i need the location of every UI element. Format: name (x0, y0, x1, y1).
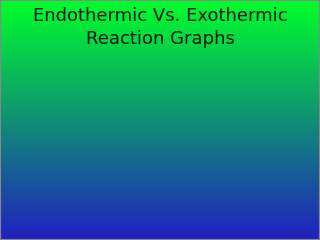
Text: Endothermic Vs. Exothermic
Reaction Graphs: Endothermic Vs. Exothermic Reaction Grap… (33, 7, 287, 48)
